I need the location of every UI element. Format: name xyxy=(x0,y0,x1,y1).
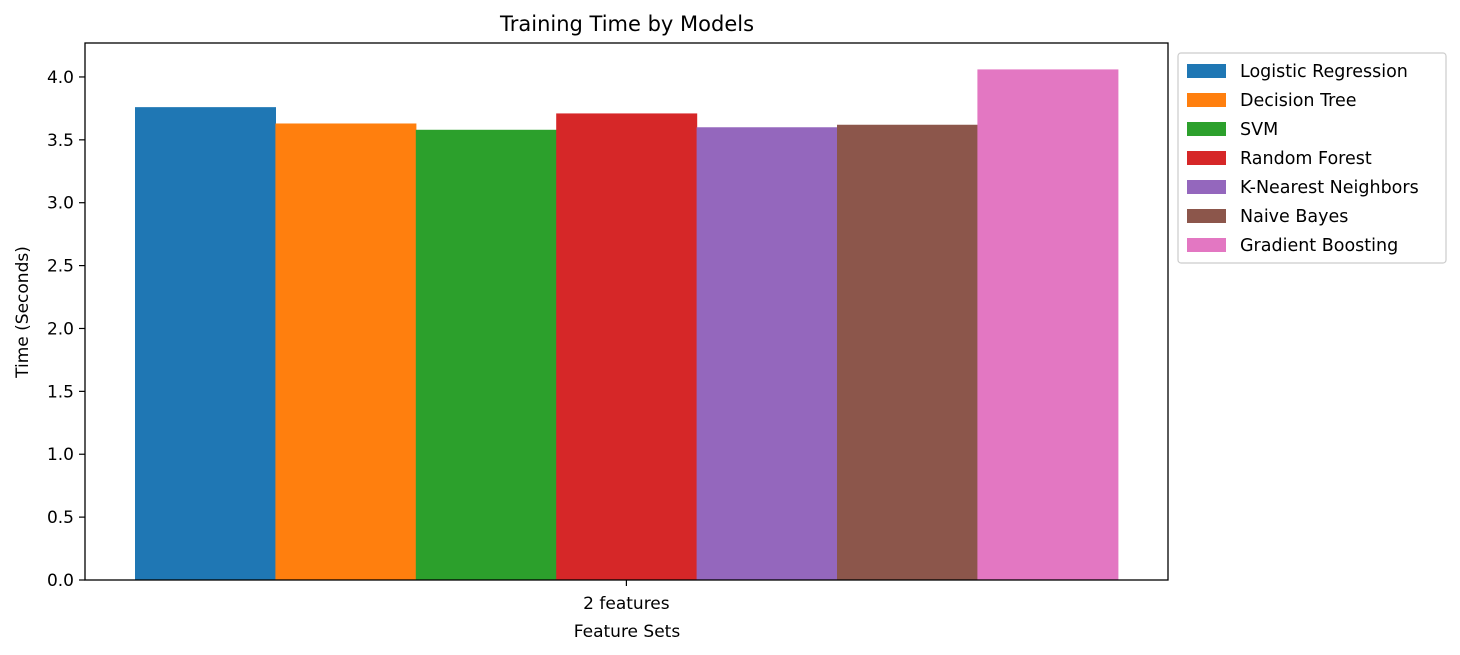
bar-random-forest xyxy=(556,113,698,580)
legend-swatch-gradient-boosting xyxy=(1187,238,1226,252)
legend-swatch-decision-tree xyxy=(1187,93,1226,107)
chart-title: Training Time by Models xyxy=(499,12,754,36)
bar-k-nearest-neighbors xyxy=(696,127,838,581)
y-tick-label: 2.0 xyxy=(47,319,74,339)
bar-gradient-boosting xyxy=(977,69,1119,580)
x-tick-label: 2 features xyxy=(583,594,670,614)
y-tick-label: 0.5 xyxy=(47,508,74,528)
y-tick-label: 4.0 xyxy=(47,68,74,88)
legend-label-random-forest: Random Forest xyxy=(1240,149,1372,169)
y-tick-label: 3.0 xyxy=(47,194,74,214)
y-tick-label: 1.5 xyxy=(47,382,74,402)
bar-svm xyxy=(415,129,557,580)
axes-group: 0.0 0.5 1.0 1.5 2.0 2.5 3.0 3.5 4.0 2 features xyxy=(47,42,1169,614)
y-tick-label: 0.0 xyxy=(47,571,74,591)
legend-label-naive-bayes: Naive Bayes xyxy=(1240,207,1348,227)
legend-swatch-naive-bayes xyxy=(1187,209,1226,223)
bar-logistic-regression xyxy=(135,107,276,580)
bar-decision-tree xyxy=(275,123,417,580)
legend-swatch-svm xyxy=(1187,122,1226,136)
y-tick-label: 2.5 xyxy=(47,257,74,277)
legend-label-decision-tree: Decision Tree xyxy=(1240,91,1357,111)
bars-group xyxy=(135,69,1119,581)
y-axis-title: Time (Seconds) xyxy=(13,246,33,379)
y-tick-label: 3.5 xyxy=(47,131,74,151)
legend-frame xyxy=(1177,52,1447,264)
y-tick-label: 1.0 xyxy=(47,445,74,465)
legend-swatch-k-nearest-neighbors xyxy=(1187,180,1226,194)
legend-label-svm: SVM xyxy=(1240,120,1278,140)
legend-label-k-nearest-neighbors: K-Nearest Neighbors xyxy=(1240,178,1419,198)
x-axis-title: Feature Sets xyxy=(574,622,681,642)
legend-swatch-random-forest xyxy=(1187,151,1226,165)
legend: Logistic Regression Decision Tree SVM Rando… xyxy=(1177,52,1447,264)
legend-label-gradient-boosting: Gradient Boosting xyxy=(1240,236,1398,256)
legend-label-logistic-regression: Logistic Regression xyxy=(1240,62,1408,82)
legend-swatch-logistic-regression xyxy=(1187,64,1226,78)
bar-naive-bayes xyxy=(837,124,978,581)
